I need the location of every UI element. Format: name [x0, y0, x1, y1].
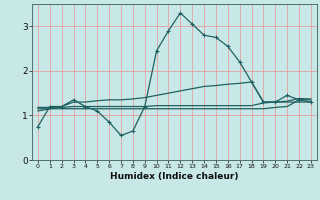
X-axis label: Humidex (Indice chaleur): Humidex (Indice chaleur)	[110, 172, 239, 181]
